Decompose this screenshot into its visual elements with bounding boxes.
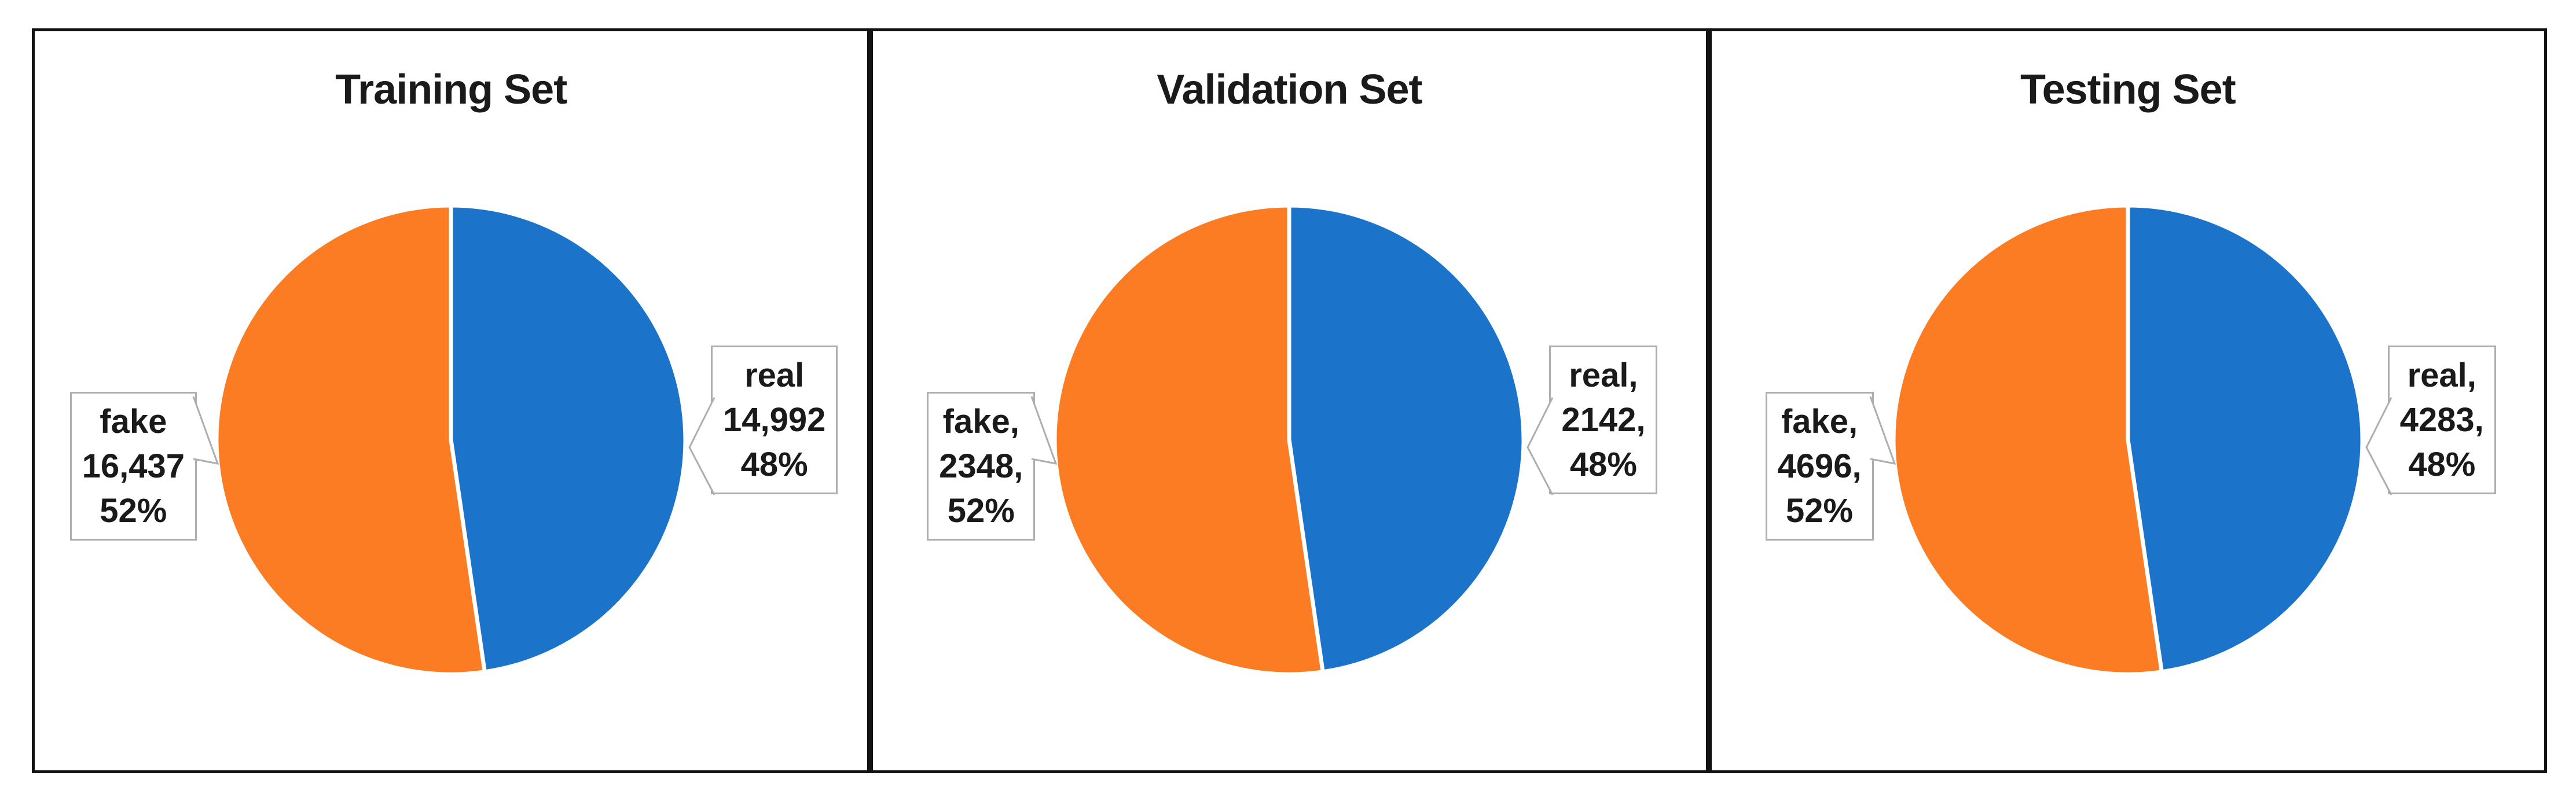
label-line: 16,437 [82,447,185,485]
chart-title: Training Set [335,67,567,113]
pie-chart-figure: Training Set fake 16,437 52% real 14,992… [32,28,2547,773]
data-label-real: real, 2142, 48% [1526,346,1658,495]
callout-pointer-icon [1526,397,1554,495]
pie-slice-real [2126,203,2365,674]
callout-pointer-icon [2365,397,2392,495]
label-line: 14,992 [723,401,826,439]
data-label-fake: fake, 4696, 52% [1765,392,1896,541]
label-line: 52% [100,492,167,530]
pie-slice-fake [214,203,487,677]
label-line: fake, [942,403,1019,440]
label-line: 2142, [1561,401,1646,439]
chart-title: Testing Set [2020,67,2236,113]
pie-slice-real [1287,203,1526,674]
panel-validation-set: Validation Set fake, 2348, 52% real, 214… [870,28,1709,773]
callout-pointer-icon [688,397,715,495]
callout-pointer-icon [192,396,219,465]
callout-pointer-icon [1030,396,1058,465]
panel-training-set: Training Set fake 16,437 52% real 14,992… [32,28,871,773]
pie-chart [1052,203,1526,677]
label-line: fake, [1781,403,1858,440]
label-line: real, [2407,357,2476,394]
label-line: 52% [947,492,1015,530]
label-line: 4283, [2399,401,2484,439]
callout-pointer-icon [1869,396,1896,465]
data-label-fake: fake, 2348, 52% [927,392,1058,541]
label-line: 48% [2408,446,2476,483]
data-label-fake: fake 16,437 52% [69,392,219,541]
pie-chart [214,203,688,677]
label-line: 2348, [939,447,1023,485]
label-line: 48% [740,446,808,483]
label-line: 4696, [1777,447,1862,485]
label-line: fake [100,403,167,440]
pie-slice-fake [1052,203,1326,677]
label-line: 48% [1569,446,1637,483]
label-line: real [744,357,805,394]
chart-title: Validation Set [1157,67,1422,113]
data-label-real: real, 4283, 48% [2365,346,2496,495]
pie-slice-fake [1891,203,2164,677]
pie-chart [1891,203,2365,677]
pie-slice-real [449,203,688,674]
panel-testing-set: Testing Set fake, 4696, 52% real, 4283, … [1708,28,2547,773]
label-line: real, [1569,357,1638,394]
data-label-real: real 14,992 48% [688,346,838,495]
label-line: 52% [1786,492,1854,530]
